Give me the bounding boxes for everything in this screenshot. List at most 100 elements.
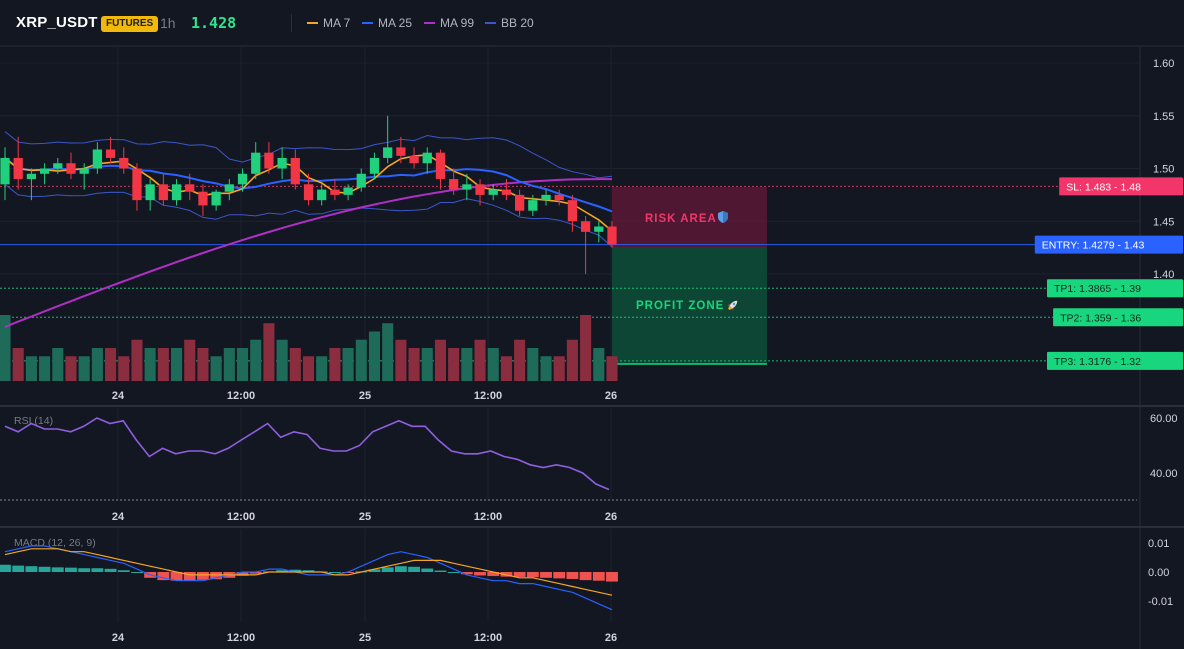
volume-bar — [0, 315, 11, 381]
volume-bar — [184, 339, 196, 381]
volume-bar — [52, 348, 64, 381]
time-tick-label: 12:00 — [227, 632, 255, 644]
volume-bar — [105, 348, 117, 381]
ma25-swatch — [362, 22, 373, 24]
legend-ma25[interactable]: MA 25 — [362, 16, 412, 30]
macd-hist-bar — [394, 566, 407, 572]
macd-hist-bar — [474, 572, 486, 576]
timeframe-selector[interactable]: 1h — [160, 15, 176, 31]
volume-bar — [461, 348, 473, 381]
macd-hist-bar — [540, 572, 552, 578]
macd-hist-bar — [249, 572, 262, 574]
candle-body — [462, 184, 472, 190]
legend-ma99[interactable]: MA 99 — [424, 16, 474, 30]
candle-body — [475, 184, 485, 195]
time-tick-label: 12:00 — [474, 632, 502, 644]
top-bar: XRP_USDT FUTURES 1h 1.428 MA 7 MA 25 MA … — [0, 0, 1184, 46]
price-tick-label: 1.45 — [1153, 216, 1174, 228]
volume-bar — [157, 348, 169, 381]
macd-hist-bar — [579, 572, 592, 581]
time-tick-label: 26 — [605, 632, 617, 644]
tp3-price-tag[interactable] — [1047, 351, 1183, 370]
candle-body — [132, 168, 142, 201]
time-tick-label: 25 — [359, 390, 371, 402]
legend-bb20[interactable]: BB 20 — [485, 16, 534, 30]
volume-bars — [0, 315, 618, 381]
symbol-name[interactable]: XRP_USDT — [16, 14, 98, 31]
volume-bar — [368, 331, 381, 381]
volume-bar — [355, 339, 367, 381]
candle-body — [224, 184, 234, 192]
risk-area[interactable] — [612, 187, 767, 247]
volume-bar — [316, 356, 328, 381]
time-tick-label: 12:00 — [474, 511, 502, 523]
axes: 24 24 24 12:00 12:00 12:00 25 25 25 12:00 12:00 12:… — [112, 58, 1178, 644]
candle-body — [369, 157, 380, 174]
macd-hist-bar — [0, 564, 11, 572]
sl-tag-label: SL: 1.483 - 1.48 — [1066, 181, 1141, 193]
price-tick-label: 1.55 — [1153, 111, 1174, 123]
rsi-tick-label: 60.00 — [1150, 413, 1178, 425]
candle-body — [343, 187, 353, 195]
candle-body — [251, 152, 261, 174]
macd-hist-bar — [302, 570, 315, 572]
volume-bar — [421, 348, 433, 381]
macd-hist-bar — [328, 572, 341, 573]
candle-body — [264, 152, 274, 169]
volume-bar — [263, 323, 275, 381]
candle-body — [554, 194, 564, 201]
macd-hist-bar — [421, 568, 434, 572]
bb-lower-line — [4, 183, 613, 248]
bb20-label: BB 20 — [501, 16, 534, 30]
volume-bar — [606, 356, 618, 381]
volume-bar — [382, 323, 394, 381]
candle-body — [53, 163, 63, 169]
candle-body — [237, 173, 248, 185]
volume-bar — [487, 348, 499, 381]
volume-bar — [527, 348, 539, 381]
volume-bar — [474, 339, 486, 381]
macd-hist-bar — [38, 566, 51, 572]
ma25-label: MA 25 — [378, 16, 413, 30]
legend-ma7[interactable]: MA 7 — [307, 16, 350, 30]
macd-hist-bar — [592, 572, 605, 581]
tp1-tag-label: TP1: 1.3865 - 1.39 — [1054, 283, 1141, 295]
volume-bar — [171, 348, 183, 381]
rsi-label: RSI (14) — [14, 415, 53, 427]
time-tick-label: 24 — [112, 632, 125, 644]
candle-body — [185, 184, 195, 192]
candle-body — [0, 157, 10, 185]
profit-zone[interactable] — [612, 247, 767, 364]
macd-hist-bar — [606, 572, 618, 582]
volume-bar — [12, 348, 24, 381]
candle-body — [607, 226, 617, 245]
candlesticks — [0, 115, 617, 274]
macd-hist-bar — [434, 570, 447, 572]
candle-body — [541, 194, 551, 201]
candle-body — [26, 173, 37, 180]
volume-bar — [236, 348, 249, 381]
sl-price-tag[interactable] — [1059, 177, 1183, 196]
volume-bar — [580, 315, 592, 381]
candle-body — [594, 226, 604, 232]
macd-tick-label: -0.01 — [1148, 596, 1173, 608]
volume-bar — [276, 339, 288, 381]
volume-bar — [448, 348, 460, 381]
rsi-line — [4, 417, 610, 491]
candle-body — [330, 189, 340, 195]
signal-line — [4, 548, 613, 596]
candle-body — [158, 184, 168, 201]
ma99-line — [4, 178, 612, 328]
macd-hist-bar — [381, 567, 394, 572]
risk-area-label: RISK AREA — [645, 213, 717, 225]
macd-hist-bar — [131, 572, 143, 573]
ma7-label: MA 7 — [323, 16, 351, 30]
tp2-price-tag[interactable] — [1053, 308, 1183, 327]
volume-bar — [395, 339, 407, 381]
macd-hist-bar — [183, 572, 196, 581]
entry-price-tag[interactable] — [1034, 235, 1183, 254]
volume-bar — [210, 356, 222, 381]
tp1-price-tag[interactable] — [1047, 279, 1183, 298]
time-tick-label: 24 — [112, 511, 125, 523]
